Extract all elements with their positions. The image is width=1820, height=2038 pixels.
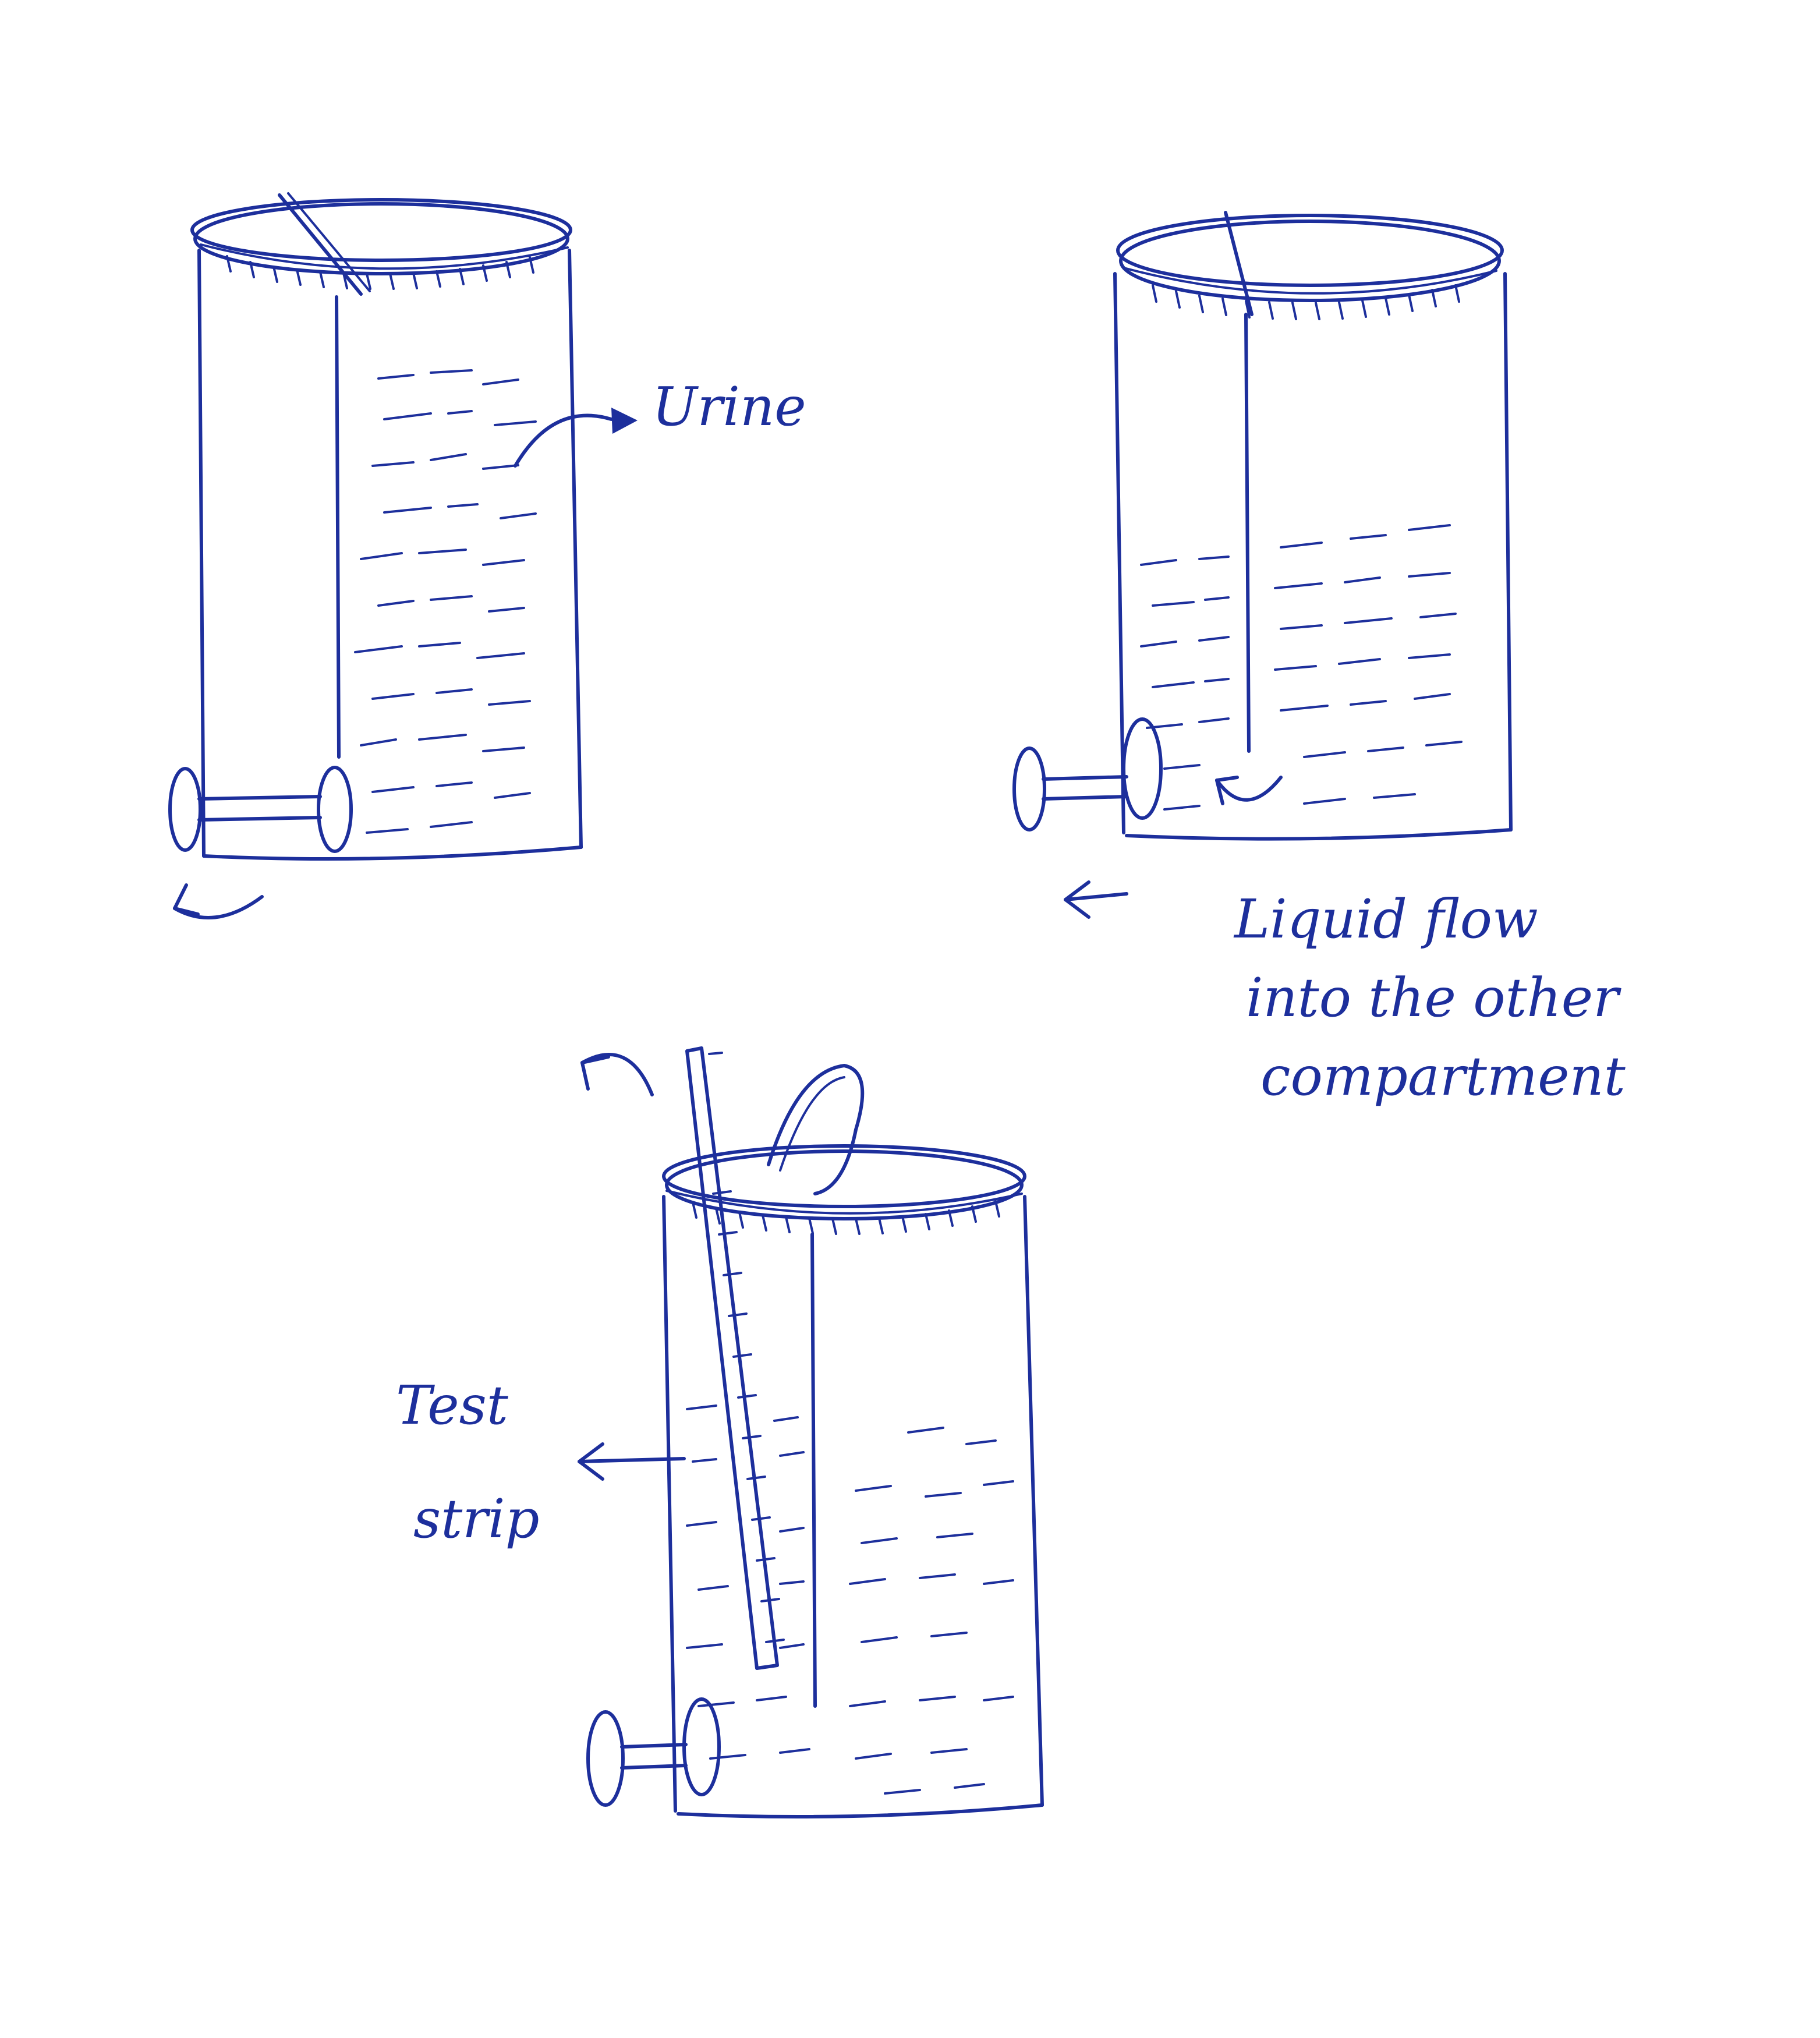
container-1: Urine <box>168 192 806 919</box>
liquid-flow-line-1: Liquid flow <box>1233 888 1538 950</box>
container-2: Liquid flow into the other compartment <box>1012 211 1626 1108</box>
test-strip-pull-arrow <box>580 1053 654 1096</box>
container-1-valve <box>168 766 353 853</box>
container-2-liquid <box>1140 524 1463 811</box>
container-3: Test strip <box>396 1046 1044 1818</box>
liquid-flow-line-3: compartment <box>1260 1045 1626 1108</box>
test-strip-callout: Test strip <box>396 1374 686 1550</box>
test-strip-label-line-2: strip <box>413 1488 539 1550</box>
test-strip-label-line-1: Test <box>396 1374 509 1436</box>
liquid-flow-line-2: into the other <box>1246 967 1621 1029</box>
container-2-rim-hatch <box>1152 284 1460 320</box>
test-strip <box>685 1046 785 1670</box>
urine-callout: Urine <box>514 376 806 468</box>
container-3-rim-hatch <box>692 1200 1000 1235</box>
container-1-liquid <box>354 369 537 834</box>
container-1-rotate-arrow <box>173 883 264 919</box>
container-2-valve <box>1012 717 1163 832</box>
urine-label: Urine <box>652 376 806 438</box>
liquid-flow-label: Liquid flow into the other compartment <box>1233 888 1626 1108</box>
container-3-liquid <box>686 1404 1014 1795</box>
container-2-left-arrow <box>1064 880 1128 919</box>
container-3-valve <box>586 1697 721 1807</box>
container-1-rim-hatch <box>226 255 534 290</box>
